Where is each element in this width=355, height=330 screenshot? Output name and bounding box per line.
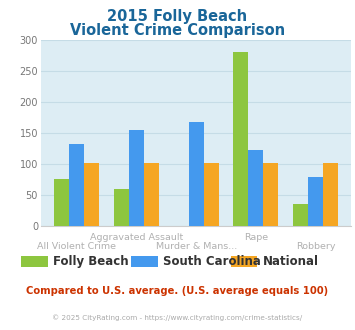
Text: Murder & Mans...: Murder & Mans... bbox=[155, 242, 237, 250]
Bar bbox=[263, 163, 278, 226]
Bar bbox=[144, 163, 159, 226]
Bar bbox=[69, 144, 84, 226]
Text: Robbery: Robbery bbox=[296, 242, 335, 250]
Bar bbox=[308, 177, 323, 226]
Bar bbox=[234, 52, 248, 226]
Text: Rape: Rape bbox=[244, 233, 268, 242]
Text: © 2025 CityRating.com - https://www.cityrating.com/crime-statistics/: © 2025 CityRating.com - https://www.city… bbox=[53, 314, 302, 321]
Bar bbox=[54, 180, 69, 226]
Text: 2015 Folly Beach: 2015 Folly Beach bbox=[108, 9, 247, 24]
Bar bbox=[293, 204, 308, 226]
Bar bbox=[114, 189, 129, 226]
Bar bbox=[189, 122, 204, 226]
Text: National: National bbox=[263, 255, 319, 268]
Text: South Carolina: South Carolina bbox=[163, 255, 261, 268]
Text: All Violent Crime: All Violent Crime bbox=[37, 242, 116, 250]
Bar bbox=[204, 163, 219, 226]
Text: Aggravated Assault: Aggravated Assault bbox=[90, 233, 183, 242]
Bar bbox=[323, 163, 338, 226]
Text: Folly Beach: Folly Beach bbox=[53, 255, 129, 268]
Bar bbox=[248, 150, 263, 226]
Text: Compared to U.S. average. (U.S. average equals 100): Compared to U.S. average. (U.S. average … bbox=[26, 286, 329, 296]
Text: Violent Crime Comparison: Violent Crime Comparison bbox=[70, 23, 285, 38]
Bar bbox=[129, 130, 144, 226]
Bar bbox=[84, 163, 99, 226]
